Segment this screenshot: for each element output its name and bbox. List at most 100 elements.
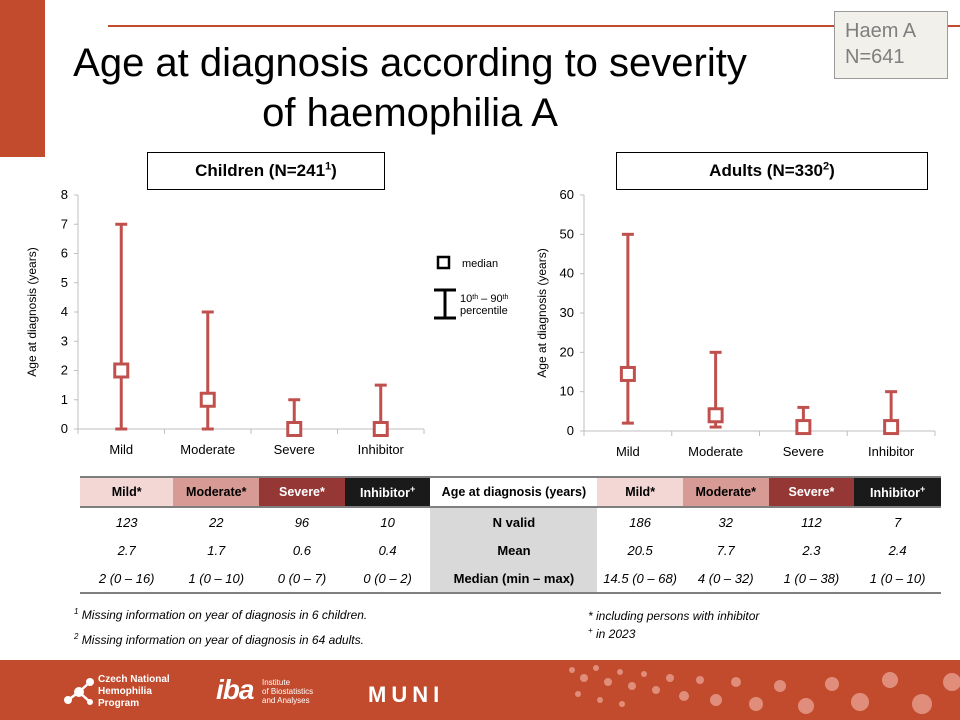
legend-median-label: median [462, 258, 498, 270]
table-cell: 2.4 [888, 542, 907, 558]
table-cell: 0 (0 – 7) [259, 564, 345, 594]
cnhp-logo-icon [64, 678, 94, 705]
th-adults-inhibitor: Inhibitor+ [854, 476, 941, 508]
adults-x-tick-label: Inhibitor [868, 444, 915, 459]
children-y-tick-label: 2 [61, 363, 68, 378]
iba-mark: iba [216, 674, 254, 705]
iba-line-3: and Analyses [262, 696, 310, 705]
cnhp-line-1: Czech National [98, 674, 170, 685]
adults-y-tick-label: 20 [560, 344, 574, 359]
footnote-2: 2 Missing information on year of diagnos… [74, 632, 364, 647]
children-x-tick-label: Mild [109, 442, 133, 457]
th-adults-severe: Severe* [768, 476, 855, 508]
table-cell: 96 [294, 514, 310, 530]
adults-title-sup: 2 [823, 160, 830, 173]
children-median-severe [286, 421, 303, 437]
table-row: 2.7 1.7 0.6 0.4 Mean 20.5 7.7 2.3 2.4 [80, 536, 941, 564]
table-cell: 123 [115, 514, 138, 530]
table-cell: 4 (0 – 32) [682, 564, 769, 594]
footnote-3: * including persons with inhibitor [588, 609, 760, 623]
table-cell: 1.7 [207, 542, 226, 558]
children-title-text: Children (N=241 [195, 161, 326, 180]
children-median-mild [113, 362, 130, 379]
row-label: Median (min – max) [430, 564, 598, 594]
table-cell: 20.5 [627, 542, 653, 558]
adults-y-tick-label: 0 [567, 423, 574, 438]
table-cell: 2 (0 – 16) [80, 564, 174, 594]
haem-a-badge: Haem A N=641 [834, 11, 948, 79]
adults-y-tick-label: 40 [560, 266, 574, 281]
table-cell: 10 [380, 514, 395, 530]
children-range-mild [115, 222, 128, 431]
adults-y-axis-label: Age at diagnosis (years) [535, 248, 549, 377]
muni-logo: MUNI [368, 682, 445, 707]
children-x-tick-label: Moderate [180, 442, 235, 457]
children-median-moderate [199, 391, 216, 408]
legend-range-label-2: percentile [460, 305, 508, 317]
cnhp-line-2: Hemophilia [98, 686, 152, 697]
top-rule [108, 25, 960, 27]
adults-y-tick-label: 10 [560, 384, 574, 399]
table-cell: 0 (0 – 2) [344, 564, 431, 594]
table-row: 2 (0 – 16) 1 (0 – 10) 0 (0 – 7) 0 (0 – 2… [80, 564, 941, 594]
table-cell: 2.7 [117, 542, 136, 558]
footnote-1: 1 Missing information on year of diagnos… [74, 607, 368, 622]
badge-line-1: Haem A [845, 20, 917, 42]
children-y-tick-label: 0 [61, 421, 68, 436]
table-cell: 0.4 [378, 542, 397, 558]
adults-x-tick-label: Severe [783, 444, 824, 459]
table-header-row: Mild* Moderate* Severe* Inhibitor+ Age a… [80, 476, 941, 508]
children-x-tick-label: Inhibitor [358, 442, 405, 457]
legend-range-label: 10th – 90th [460, 293, 509, 305]
adults-y-tick-label: 60 [560, 187, 574, 202]
children-x-tick-label: Severe [274, 442, 315, 457]
children-chart: 0 1 2 3 4 5 6 7 8 Mild Moderate Severe Inhibitor Age … [25, 187, 425, 457]
th-children-inhibitor: Inhibitor+ [344, 476, 431, 508]
footnote-4: + in 2023 [588, 626, 636, 641]
adults-y-tick-label: 30 [560, 305, 574, 320]
table-cell: 32 [718, 514, 733, 530]
children-y-tick-label: 6 [61, 246, 68, 261]
children-y-axis-label: Age at diagnosis (years) [25, 247, 39, 376]
table-row: 123 22 96 10 N valid 186 32 112 7 [80, 507, 941, 536]
adults-y-tick-label: 50 [560, 226, 574, 241]
cnhp-line-3: Program [98, 698, 140, 709]
accent-block [0, 0, 45, 157]
adults-x-tick-label: Mild [616, 444, 640, 459]
th-children-severe: Severe* [259, 476, 345, 508]
th-middle: Age at diagnosis (years) [430, 476, 598, 508]
iba-line-2: of Biostatistics [262, 687, 314, 696]
children-title-sup: 1 [325, 160, 332, 173]
adults-range-mild [621, 232, 634, 425]
children-chart-title: Children (N=2411) [147, 152, 385, 190]
th-children-moderate: Moderate* [173, 476, 260, 508]
table-cell: 1 (0 – 10) [173, 564, 260, 594]
children-y-tick-label: 8 [61, 187, 68, 202]
iba-line-1: Institute [262, 678, 291, 687]
adults-median-inhibitor [883, 419, 900, 436]
table-cell: 1 (0 – 38) [768, 564, 855, 594]
slide-title: Age at diagnosis according to severity o… [73, 41, 747, 135]
children-y-tick-label: 3 [61, 333, 68, 348]
row-label: N valid [430, 507, 598, 536]
children-y-tick-label: 5 [61, 275, 68, 290]
adults-median-severe [795, 419, 812, 436]
th-adults-moderate: Moderate* [682, 476, 769, 508]
th-children-mild: Mild* [80, 476, 174, 508]
adults-title-suffix: ) [829, 161, 835, 180]
stats-table: Mild* Moderate* Severe* Inhibitor+ Age a… [80, 476, 941, 594]
footer-dot-pattern [569, 665, 960, 714]
table-cell: 7.7 [716, 542, 735, 558]
legend: median 10th – 90th percentile [434, 255, 509, 320]
children-range-moderate [201, 310, 214, 431]
adults-median-mild [619, 365, 636, 382]
badge-line-2: N=641 [845, 46, 905, 68]
table-cell: 1 (0 – 10) [854, 564, 941, 594]
table-cell: 186 [629, 514, 651, 530]
legend-median-swatch [436, 255, 451, 270]
table-cell: 22 [209, 514, 224, 530]
adults-title-text: Adults (N=330 [709, 161, 824, 180]
children-y-tick-label: 7 [61, 216, 68, 231]
table-cell: 0.6 [292, 542, 311, 558]
adults-chart: 0 10 20 30 40 50 60 Mild Moderate Severe Inhibitor… [535, 187, 936, 459]
